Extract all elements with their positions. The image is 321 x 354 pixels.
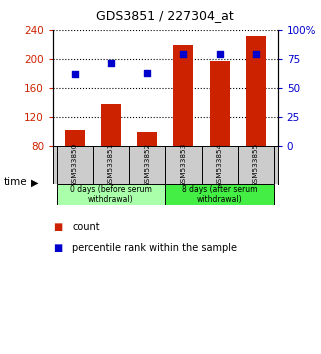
Text: GSM533853: GSM533853 [180,143,187,187]
Point [253,52,258,57]
Text: ■: ■ [53,243,62,253]
Point [217,52,222,57]
Text: GSM533851: GSM533851 [108,143,114,187]
Text: percentile rank within the sample: percentile rank within the sample [72,243,237,253]
Text: ▶: ▶ [30,177,38,187]
Point [181,52,186,57]
Bar [56,184,165,205]
Text: GSM533850: GSM533850 [72,143,78,187]
Text: GSM533852: GSM533852 [144,143,150,187]
Bar [210,61,230,146]
Bar [65,130,85,146]
Text: 8 days (after serum
withdrawal): 8 days (after serum withdrawal) [182,185,257,205]
Text: count: count [72,222,100,232]
Point [72,72,77,77]
Bar [165,184,274,205]
Text: GSM533855: GSM533855 [253,143,259,187]
Text: GSM533854: GSM533854 [217,143,223,187]
Bar [173,45,193,146]
Text: time: time [3,177,27,187]
Bar [101,104,121,146]
Text: GDS3851 / 227304_at: GDS3851 / 227304_at [96,10,234,22]
Point [145,70,150,76]
Point [108,60,114,65]
Text: 0 days (before serum
withdrawal): 0 days (before serum withdrawal) [70,185,152,205]
Bar [246,36,266,146]
Bar [137,132,157,146]
Text: ■: ■ [53,222,62,232]
